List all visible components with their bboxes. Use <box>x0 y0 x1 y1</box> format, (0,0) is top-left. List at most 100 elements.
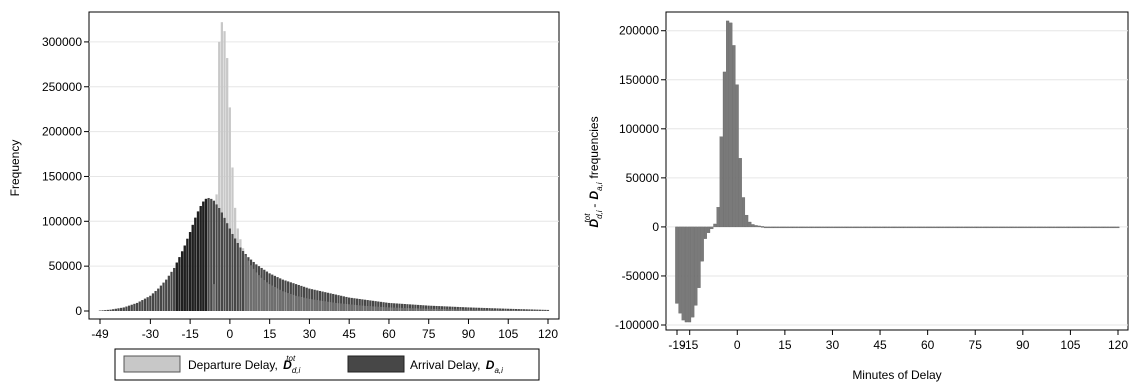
difference-bar <box>1084 226 1088 229</box>
right-x-tick-label: 105 <box>1060 338 1080 352</box>
difference-bar <box>925 226 930 229</box>
arrival-bar <box>496 308 499 311</box>
right-x-tick-label: 30 <box>826 338 840 352</box>
difference-bar <box>862 226 866 229</box>
arrival-bar <box>403 304 406 311</box>
difference-bar <box>1081 226 1085 229</box>
overlap-bar <box>517 310 520 311</box>
difference-bar <box>722 71 727 228</box>
arrival-bar <box>204 198 208 311</box>
overlap-bar <box>313 299 316 311</box>
left-y-tick-label: 300000 <box>42 35 82 49</box>
overlap-bar <box>448 309 451 311</box>
difference-bar <box>935 226 939 229</box>
arrival-bar <box>133 303 136 311</box>
overlap-bar <box>353 304 356 311</box>
difference-bar <box>795 226 799 229</box>
difference-bar <box>938 226 942 229</box>
arrival-bar <box>109 309 112 311</box>
difference-bar <box>1040 226 1044 229</box>
arrival-bar <box>472 307 475 311</box>
right-x-axis-title: Minutes of Delay <box>852 368 941 382</box>
arrival-bar <box>514 308 518 311</box>
overlap-bar <box>512 310 515 311</box>
difference-bar <box>1008 226 1012 229</box>
difference-bar <box>773 226 777 229</box>
left-y-axis-title: Frequency <box>8 140 22 197</box>
overlap-bar <box>369 306 372 311</box>
difference-bar <box>751 224 755 228</box>
arrival-bar <box>334 294 337 311</box>
arrival-bar <box>398 303 401 311</box>
difference-bar <box>1030 226 1034 229</box>
overlap-bar <box>501 310 504 311</box>
arrival-bar <box>493 308 497 311</box>
difference-bar <box>970 226 974 229</box>
difference-bar <box>1100 226 1104 229</box>
right-bars <box>675 20 1120 323</box>
overlap-bar <box>485 309 489 311</box>
difference-bar <box>840 226 844 229</box>
difference-bar <box>989 226 993 229</box>
difference-bar <box>1046 226 1050 229</box>
overlap-bar <box>480 309 483 311</box>
difference-bar <box>703 226 707 239</box>
overlap-bar <box>424 308 428 311</box>
arrival-bar <box>239 247 242 311</box>
difference-bar <box>802 226 806 229</box>
arrival-bar <box>374 301 377 311</box>
difference-bar <box>878 226 882 229</box>
overlap-bar <box>260 277 263 311</box>
difference-bar <box>992 226 996 229</box>
overlap-bar <box>507 310 510 311</box>
departure-bar <box>234 207 237 239</box>
arrival-bar <box>382 302 385 311</box>
arrival-bar <box>165 279 168 311</box>
overlap-bar <box>374 306 377 311</box>
left-x-tick-label: 105 <box>498 327 518 341</box>
overlap-bar <box>393 307 396 311</box>
arrival-bar <box>332 293 335 311</box>
overlap-bar <box>350 304 353 311</box>
overlap-bar <box>496 310 499 311</box>
difference-bar <box>837 226 841 229</box>
arrival-bar <box>454 306 457 311</box>
overlap-bar <box>273 286 277 311</box>
left-x-axis: -49 -30 -15 0 15 30 45 60 75 90 105 120 <box>91 319 558 341</box>
overlap-bar <box>276 288 279 311</box>
difference-bar <box>729 22 733 228</box>
arrival-bar <box>117 308 120 311</box>
arrival-bar <box>395 303 398 311</box>
arrival-bar <box>180 251 184 311</box>
overlap-bar <box>316 300 319 311</box>
difference-bar <box>983 226 987 229</box>
arrival-bar <box>120 307 123 311</box>
arrival-bar <box>210 198 213 311</box>
overlap-bar <box>302 297 306 311</box>
arrival-bar <box>234 238 237 311</box>
left-x-tick-label: 45 <box>343 327 357 341</box>
departure-bar <box>228 107 231 229</box>
arrival-bar <box>220 212 224 311</box>
arrival-bar <box>350 297 353 311</box>
overlap-bar <box>438 308 441 311</box>
arrival-bar <box>435 305 438 311</box>
arrival-bar <box>443 306 446 311</box>
right-y-tick-label: 50000 <box>626 171 660 185</box>
arrival-bar <box>459 307 462 311</box>
arrival-bar <box>448 306 451 311</box>
difference-bar <box>1027 226 1031 229</box>
overlap-bar <box>355 305 359 311</box>
difference-bar <box>719 136 723 228</box>
overlap-bar <box>395 307 398 311</box>
difference-bar <box>741 197 746 228</box>
overlap-bar <box>477 309 481 311</box>
difference-bar <box>897 226 901 229</box>
overlap-bar <box>318 300 322 311</box>
overlap-bar <box>525 310 528 311</box>
difference-bar <box>865 226 869 229</box>
difference-bar <box>957 226 961 229</box>
right-x-tick-label: 15 <box>778 338 792 352</box>
arrival-bar <box>379 301 383 311</box>
